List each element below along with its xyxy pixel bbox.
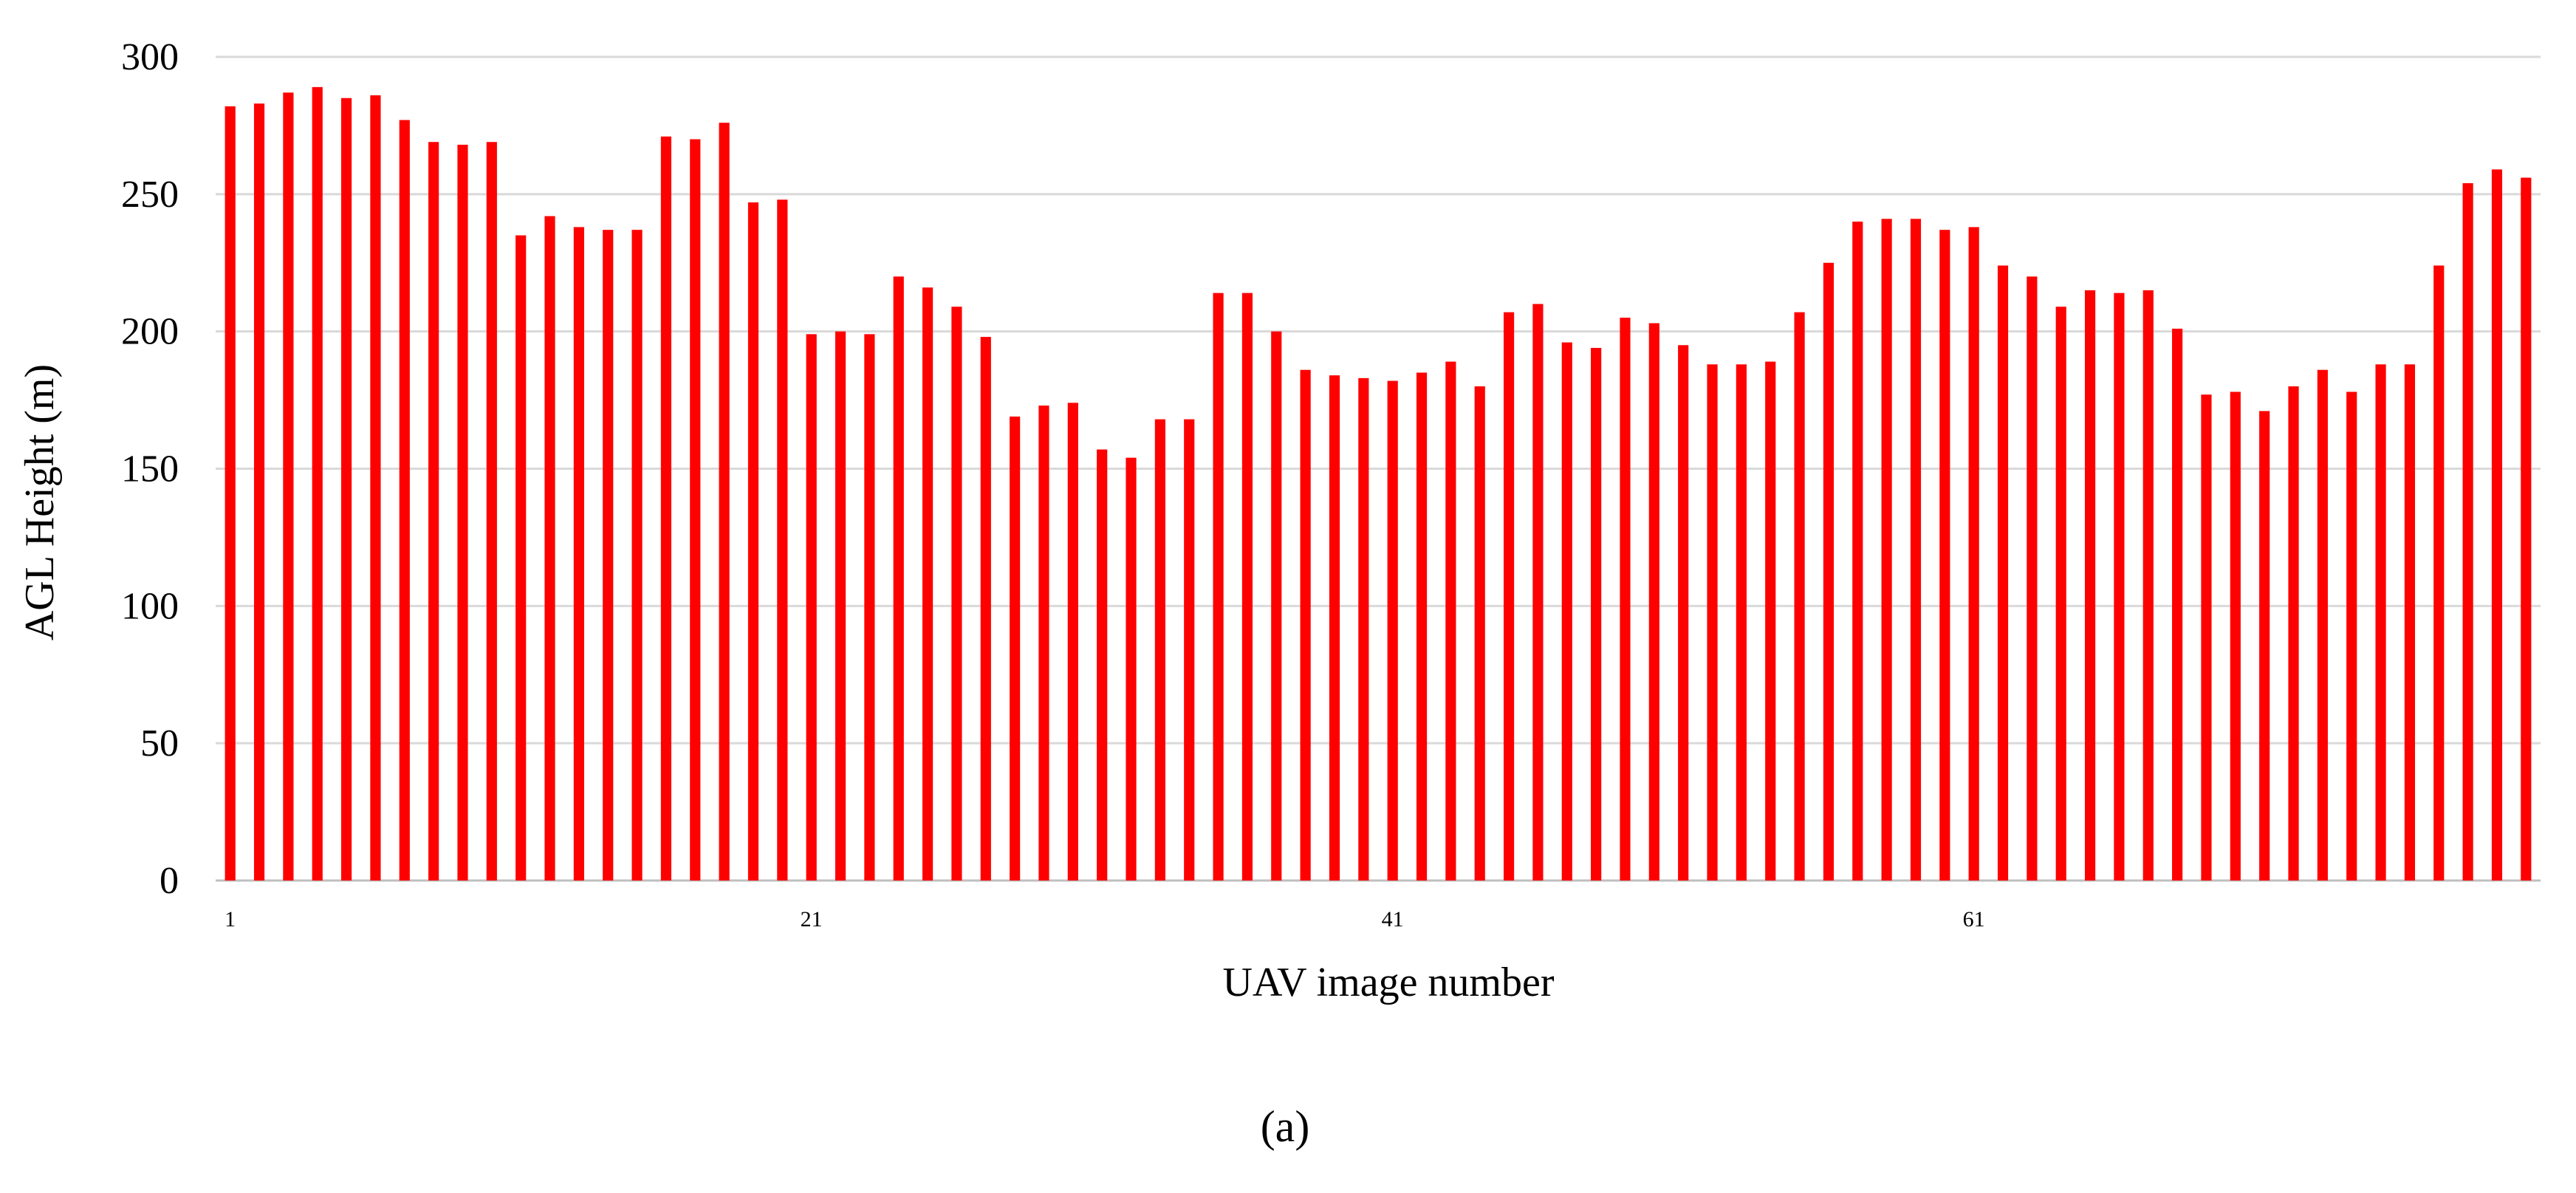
bar xyxy=(1271,331,1282,881)
bar xyxy=(2521,177,2532,881)
y-tick-label: 0 xyxy=(160,860,179,902)
bar xyxy=(2055,307,2066,881)
bar xyxy=(660,136,672,881)
bar-series xyxy=(225,86,2532,881)
x-axis: 1 21 41 61 xyxy=(225,907,1985,932)
bar xyxy=(922,287,934,881)
bar xyxy=(1416,372,1428,881)
x-tick-label: 21 xyxy=(801,907,823,932)
y-tick-label: 100 xyxy=(121,585,179,627)
bar xyxy=(1126,457,1137,881)
bar xyxy=(457,144,468,881)
x-tick-label: 61 xyxy=(1963,907,1985,932)
bar xyxy=(428,142,439,881)
bar xyxy=(340,98,352,881)
y-axis: 0 50 100 150 200 250 300 xyxy=(121,36,179,902)
bar xyxy=(747,202,759,881)
bar xyxy=(1968,227,1979,881)
bar xyxy=(1561,342,1572,881)
bar xyxy=(486,142,497,881)
bar xyxy=(835,331,846,881)
bar xyxy=(1823,262,1835,881)
bar xyxy=(1591,347,1602,881)
bar xyxy=(1184,419,1195,881)
y-axis-title: AGL Height (m) xyxy=(17,364,63,640)
bar xyxy=(515,235,527,881)
bar xyxy=(2259,411,2270,881)
bar xyxy=(864,334,875,881)
y-tick-label: 250 xyxy=(121,174,179,216)
bar xyxy=(2491,169,2503,881)
bar xyxy=(1097,449,1108,881)
y-tick-label: 200 xyxy=(121,311,179,353)
bar xyxy=(951,307,962,881)
panel-label: (a) xyxy=(1261,1102,1310,1151)
bar xyxy=(2172,328,2183,881)
y-tick-label: 50 xyxy=(140,722,179,765)
bar xyxy=(2375,364,2386,881)
bar xyxy=(225,106,236,881)
bar xyxy=(544,216,555,881)
bar xyxy=(1300,369,1311,881)
bar xyxy=(1852,222,1863,881)
gridlines xyxy=(216,55,2541,882)
bar xyxy=(312,86,323,881)
bar xyxy=(631,230,643,881)
bar xyxy=(2114,293,2125,881)
bar xyxy=(806,334,817,881)
bar xyxy=(2433,265,2445,881)
x-axis-title: UAV image number xyxy=(1223,960,1555,1005)
bar xyxy=(1154,419,1165,881)
bar xyxy=(2201,394,2212,881)
bar xyxy=(1620,318,1631,881)
bar xyxy=(1794,312,1805,881)
bar xyxy=(2404,364,2416,881)
bar xyxy=(573,227,584,881)
bar xyxy=(603,230,614,881)
bar xyxy=(2230,392,2241,881)
bar xyxy=(2317,369,2328,881)
bar xyxy=(1067,403,1078,881)
bar xyxy=(370,95,381,881)
bar xyxy=(1010,416,1021,881)
bar xyxy=(1707,364,1718,881)
bar xyxy=(399,120,410,881)
bar xyxy=(690,139,701,881)
x-tick-label: 1 xyxy=(225,907,236,932)
bar xyxy=(1881,219,1892,881)
bar xyxy=(1678,345,1689,881)
bar xyxy=(893,276,904,881)
bar xyxy=(283,92,294,881)
bar xyxy=(980,337,991,881)
bar xyxy=(1445,361,1456,881)
bar xyxy=(1387,380,1398,881)
bar xyxy=(777,199,788,881)
bar xyxy=(1939,230,1950,881)
bar xyxy=(1532,304,1544,881)
bar xyxy=(1241,293,1253,881)
bar xyxy=(1213,293,1224,881)
bar xyxy=(1038,406,1049,881)
bar xyxy=(1910,219,1922,881)
bar xyxy=(2462,182,2473,881)
bar xyxy=(1736,364,1747,881)
bar xyxy=(2142,290,2154,881)
bar xyxy=(1503,312,1515,881)
y-tick-label: 300 xyxy=(121,36,179,78)
y-tick-label: 150 xyxy=(121,448,179,490)
bar xyxy=(253,103,265,881)
bar xyxy=(1648,323,1659,881)
bar xyxy=(2084,290,2096,881)
bar xyxy=(2288,386,2299,881)
bar xyxy=(1329,375,1340,881)
bar xyxy=(2346,392,2357,881)
bar xyxy=(1765,361,1776,881)
x-tick-label: 41 xyxy=(1382,907,1404,932)
bar xyxy=(1474,386,1485,881)
bar xyxy=(1358,377,1369,881)
bar xyxy=(1997,265,2009,881)
bar xyxy=(2027,276,2038,881)
bar xyxy=(719,123,730,881)
